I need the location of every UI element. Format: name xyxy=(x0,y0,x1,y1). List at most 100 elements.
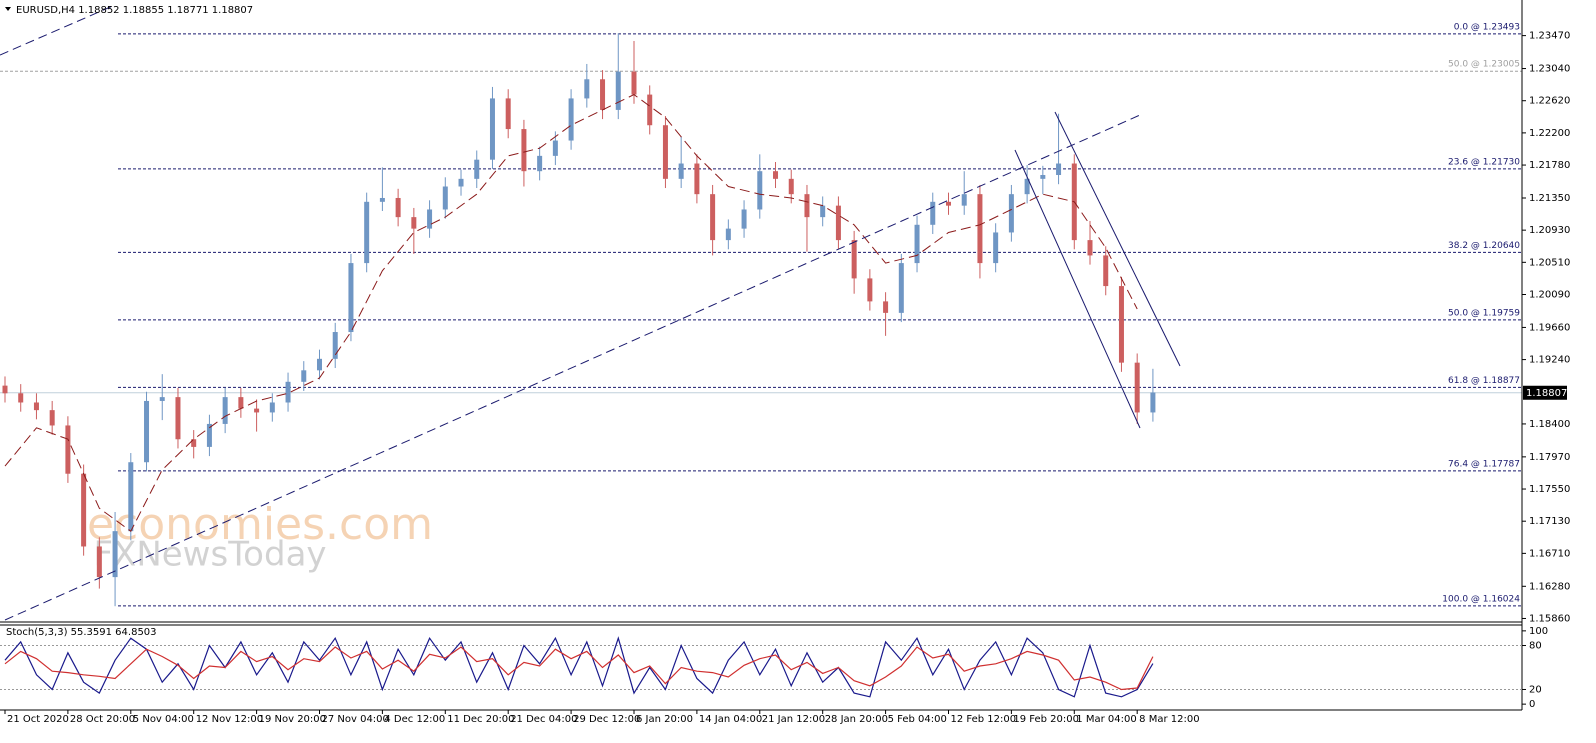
y-tick-label: 1.22620 xyxy=(1529,96,1570,107)
fib-label: 23.6 @ 1.21730 xyxy=(1448,157,1520,167)
watermark: economies.com xyxy=(87,499,433,550)
candle-body xyxy=(537,155,543,172)
y-tick-label: 1.23470 xyxy=(1529,31,1570,42)
candle-body xyxy=(804,194,810,218)
candle-body xyxy=(427,209,433,229)
candle-body xyxy=(254,408,260,413)
candle-body xyxy=(820,205,826,218)
candle-body xyxy=(364,201,370,264)
x-tick-label: 8 Mar 12:00 xyxy=(1139,714,1199,725)
candle-body xyxy=(128,462,134,532)
candle-body xyxy=(112,531,118,578)
y-tick-label: 80 xyxy=(1529,641,1542,652)
candle-body xyxy=(81,473,87,547)
y-tick-label: 1.19240 xyxy=(1529,355,1570,366)
candle-body xyxy=(1150,392,1156,413)
x-tick-label: 19 Feb 20:00 xyxy=(1013,714,1079,725)
candle-body xyxy=(851,240,857,279)
candle-body xyxy=(694,163,700,195)
stoch-line xyxy=(4,646,1154,691)
x-tick-label: 4 Dec 12:00 xyxy=(384,714,445,725)
x-tick-label: 5 Feb 04:00 xyxy=(888,714,947,725)
candle-body xyxy=(301,370,307,382)
candle-body xyxy=(1087,240,1093,256)
menu-arrow xyxy=(5,7,11,11)
candle-body xyxy=(741,209,747,229)
candle-body xyxy=(521,129,527,172)
candle-body xyxy=(867,278,873,302)
candle-body xyxy=(442,186,448,210)
x-tick-label: 11 Dec 20:00 xyxy=(447,714,514,725)
x-tick-label: 21 Oct 2020 xyxy=(7,714,69,725)
candle-body xyxy=(600,79,606,110)
y-tick-label: 1.22200 xyxy=(1529,128,1570,139)
candle-body xyxy=(65,425,71,474)
candle-body xyxy=(1024,178,1030,195)
candle-body xyxy=(710,194,716,241)
candle-body xyxy=(788,178,794,195)
candle-body xyxy=(961,194,967,206)
candle-body xyxy=(332,332,338,359)
candle-body xyxy=(395,197,401,218)
candle-body xyxy=(348,263,354,333)
candle-body xyxy=(285,381,291,403)
candle-body xyxy=(615,71,621,110)
watermark: FXNewsToday xyxy=(93,535,326,575)
candle-body xyxy=(411,217,417,229)
plot-area xyxy=(0,33,1522,607)
y-tick-label: 1.18400 xyxy=(1529,419,1570,430)
stoch-line xyxy=(4,636,1154,698)
y-tick-label: 0 xyxy=(1529,699,1535,710)
x-tick-label: 19 Nov 20:00 xyxy=(259,714,326,725)
fib-label: 38.2 @ 1.20640 xyxy=(1448,241,1520,251)
y-tick-label: 1.21350 xyxy=(1529,193,1570,204)
y-tick-label: 1.16710 xyxy=(1529,548,1570,559)
candle-body xyxy=(1118,286,1124,363)
x-tick-label: 28 Jan 20:00 xyxy=(825,714,888,725)
candle-body xyxy=(474,159,480,179)
candle-body xyxy=(2,385,8,394)
candle-body xyxy=(1103,255,1109,287)
candle-body xyxy=(584,79,590,99)
x-tick-label: 12 Nov 12:00 xyxy=(196,714,263,725)
candle-body xyxy=(631,71,637,95)
x-tick-label: 6 Jan 20:00 xyxy=(636,714,693,725)
y-tick-label: 1.17970 xyxy=(1529,452,1570,463)
fib-label: 100.0 @ 1.16024 xyxy=(1442,594,1520,604)
last-price-box xyxy=(1523,385,1567,400)
indicator-label: Stoch(5,3,3) 55.3591 64.8503 xyxy=(6,627,157,638)
y-tick-label: 1.16280 xyxy=(1529,581,1570,592)
candle-body xyxy=(662,125,668,179)
channel-line xyxy=(1054,111,1181,367)
candle-body xyxy=(458,178,464,187)
candle-body xyxy=(96,546,102,578)
y-tick-label: 1.20930 xyxy=(1529,225,1570,236)
candle-body xyxy=(757,171,763,210)
candle-body xyxy=(773,171,779,179)
candle-body xyxy=(316,358,322,371)
candle-body xyxy=(238,397,244,409)
candle-body xyxy=(883,301,889,313)
candle-body xyxy=(489,98,495,160)
y-tick-label: 1.17550 xyxy=(1529,484,1570,495)
candle-body xyxy=(835,205,841,241)
x-tick-label: 1 Mar 04:00 xyxy=(1076,714,1136,725)
candle-body xyxy=(379,197,385,202)
candle-body xyxy=(191,439,197,447)
candle-body xyxy=(898,263,904,313)
candle-body xyxy=(1134,362,1140,413)
y-tick-label: 20 xyxy=(1529,684,1542,695)
candle-body xyxy=(552,140,558,156)
moving-average xyxy=(4,94,1138,532)
candle-body xyxy=(206,423,212,447)
candle-body xyxy=(222,397,228,424)
candle-body xyxy=(993,232,999,264)
x-tick-label: 14 Jan 04:00 xyxy=(699,714,762,725)
y-tick-label: 1.15860 xyxy=(1529,613,1570,624)
fib-label: 50.0 @ 1.23005 xyxy=(1448,60,1520,70)
x-tick-label: 29 Dec 12:00 xyxy=(573,714,640,725)
trend-line xyxy=(0,4,116,56)
y-tick-label: 100 xyxy=(1529,626,1548,637)
